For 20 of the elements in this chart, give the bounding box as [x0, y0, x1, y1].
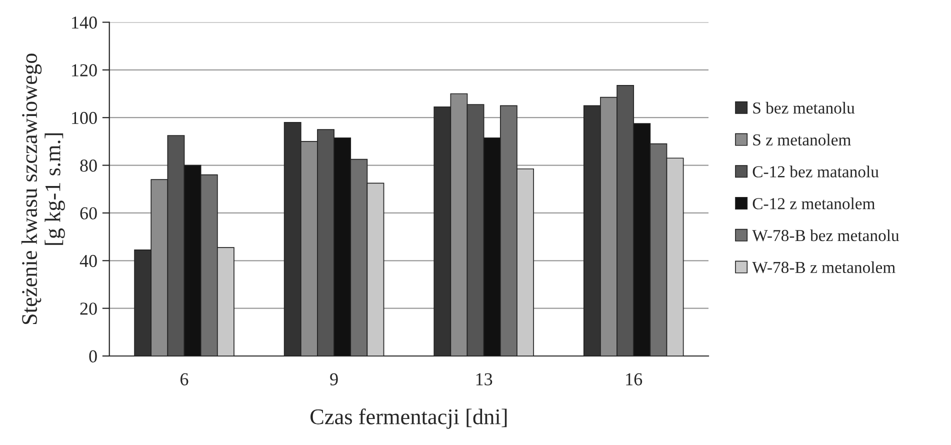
x-axis-title: Czas fermentacji [dni] [310, 408, 507, 429]
legend-label: W-78-B z metanolem [752, 261, 896, 274]
legend-label: S bez metanolu [753, 102, 855, 114]
legend-label: W-78-B bez metanolu [752, 229, 900, 242]
x-tick-label: 13 [476, 373, 492, 386]
y-tick-label: 80 [80, 160, 97, 172]
y-tick-label: 60 [80, 207, 97, 220]
legend-label: S z metanolem [753, 134, 851, 146]
y-tick-label: 100 [72, 112, 97, 124]
y-tick-label: 0 [89, 350, 97, 362]
legend-label: C-12 z metanolem [752, 198, 875, 210]
y-tick-label: 40 [80, 254, 97, 268]
x-tick-label: 6 [180, 373, 188, 386]
x-tick-label: 9 [330, 373, 338, 386]
y-tick-label: 20 [80, 302, 97, 315]
legend-label: C-12 bez matanolu [752, 166, 879, 178]
y-tick-label: 140 [72, 16, 97, 29]
y-axis-title: Stężenie kwasu szczawiowego [g kg-1 s.m.] [21, 54, 65, 324]
x-tick-label: 16 [626, 373, 642, 386]
y-tick-label: 120 [72, 64, 97, 76]
